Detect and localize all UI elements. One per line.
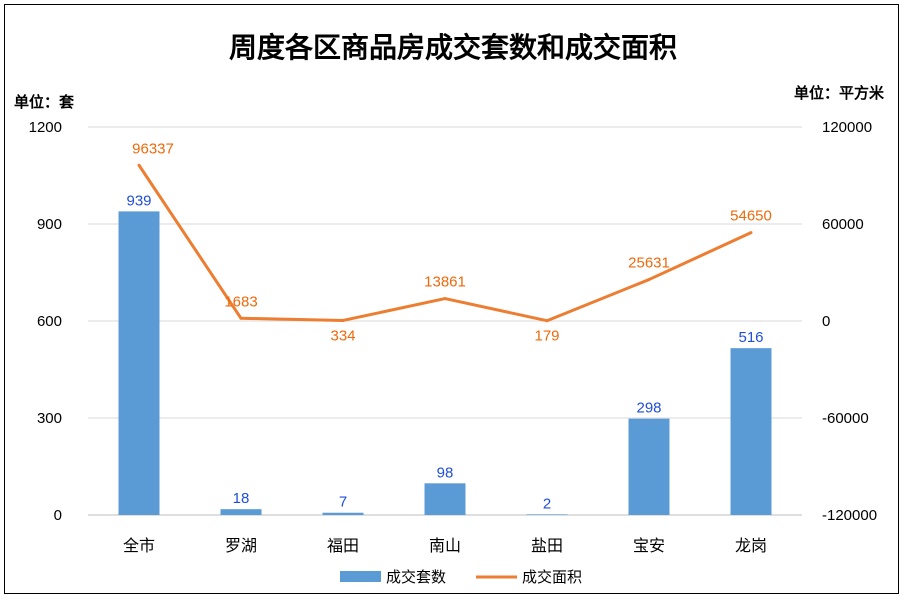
category-label: 盐田 bbox=[531, 536, 563, 555]
category-label: 福田 bbox=[327, 536, 359, 555]
left-axis-unit: 单位：套 bbox=[14, 93, 75, 111]
left-tick-label: 600 bbox=[37, 313, 62, 330]
line-data-label: 334 bbox=[330, 327, 355, 344]
right-tick-label: -60000 bbox=[822, 410, 869, 427]
bar-data-label: 939 bbox=[126, 192, 151, 209]
bar-data-label: 298 bbox=[636, 400, 661, 417]
line-point bbox=[545, 319, 549, 323]
left-tick-label: 900 bbox=[37, 216, 62, 233]
chart-title: 周度各区商品房成交套数和成交面积 bbox=[229, 31, 677, 64]
category-label: 宝安 bbox=[633, 536, 665, 555]
line-data-label: 13861 bbox=[424, 274, 466, 291]
bar bbox=[730, 348, 772, 515]
left-axis-ticks: 0 300 600 900 1200 bbox=[29, 119, 62, 524]
bar-data-label: 98 bbox=[437, 464, 454, 481]
line-data-label: 25631 bbox=[628, 255, 670, 272]
line-data-label: 96337 bbox=[132, 140, 174, 157]
gridlines bbox=[88, 126, 802, 516]
legend-bar-swatch bbox=[340, 571, 381, 582]
line-point bbox=[137, 163, 141, 167]
line-data-label: 1683 bbox=[224, 293, 257, 310]
line-data-label: 54650 bbox=[730, 208, 772, 225]
line-point bbox=[749, 231, 753, 235]
line-data-label: 179 bbox=[534, 328, 559, 345]
bar-data-label: 2 bbox=[543, 495, 551, 512]
category-label: 南山 bbox=[429, 536, 461, 555]
bar-data-label: 7 bbox=[339, 494, 347, 511]
right-tick-label: 60000 bbox=[822, 216, 864, 233]
line-point bbox=[443, 297, 447, 301]
left-tick-label: 1200 bbox=[29, 119, 62, 136]
right-axis-unit: 单位：平方米 bbox=[794, 84, 885, 102]
right-tick-label: 0 bbox=[822, 313, 830, 330]
bar-data-label: 516 bbox=[738, 329, 763, 346]
line-series bbox=[137, 163, 753, 323]
category-label: 全市 bbox=[123, 536, 155, 555]
bar bbox=[220, 509, 262, 515]
left-tick-label: 0 bbox=[54, 507, 62, 524]
left-tick-label: 300 bbox=[37, 410, 62, 427]
legend: 成交套数 成交面积 bbox=[340, 568, 582, 586]
right-axis-ticks: -120000 -60000 0 60000 120000 bbox=[822, 119, 877, 524]
bar-data-label: 18 bbox=[233, 490, 250, 507]
bar bbox=[628, 418, 670, 515]
line-point bbox=[647, 278, 651, 282]
line-point bbox=[341, 318, 345, 322]
bar bbox=[118, 211, 160, 515]
right-tick-label: -120000 bbox=[822, 507, 877, 524]
bar-data-labels: 939 18 7 98 2 298 516 bbox=[126, 192, 763, 512]
legend-line-label: 成交面积 bbox=[522, 568, 582, 586]
right-tick-label: 120000 bbox=[822, 119, 872, 136]
category-label: 龙岗 bbox=[735, 536, 767, 555]
bar-series bbox=[118, 211, 772, 515]
bar bbox=[424, 483, 466, 515]
bar bbox=[526, 514, 568, 515]
category-label: 罗湖 bbox=[225, 536, 257, 555]
line-point bbox=[239, 316, 243, 320]
line-data-labels: 96337 1683 334 13861 179 25631 54650 bbox=[132, 140, 772, 344]
legend-bar-label: 成交套数 bbox=[386, 568, 446, 586]
bar bbox=[322, 512, 364, 515]
category-labels: 全市 罗湖 福田 南山 盐田 宝安 龙岗 bbox=[123, 536, 767, 555]
